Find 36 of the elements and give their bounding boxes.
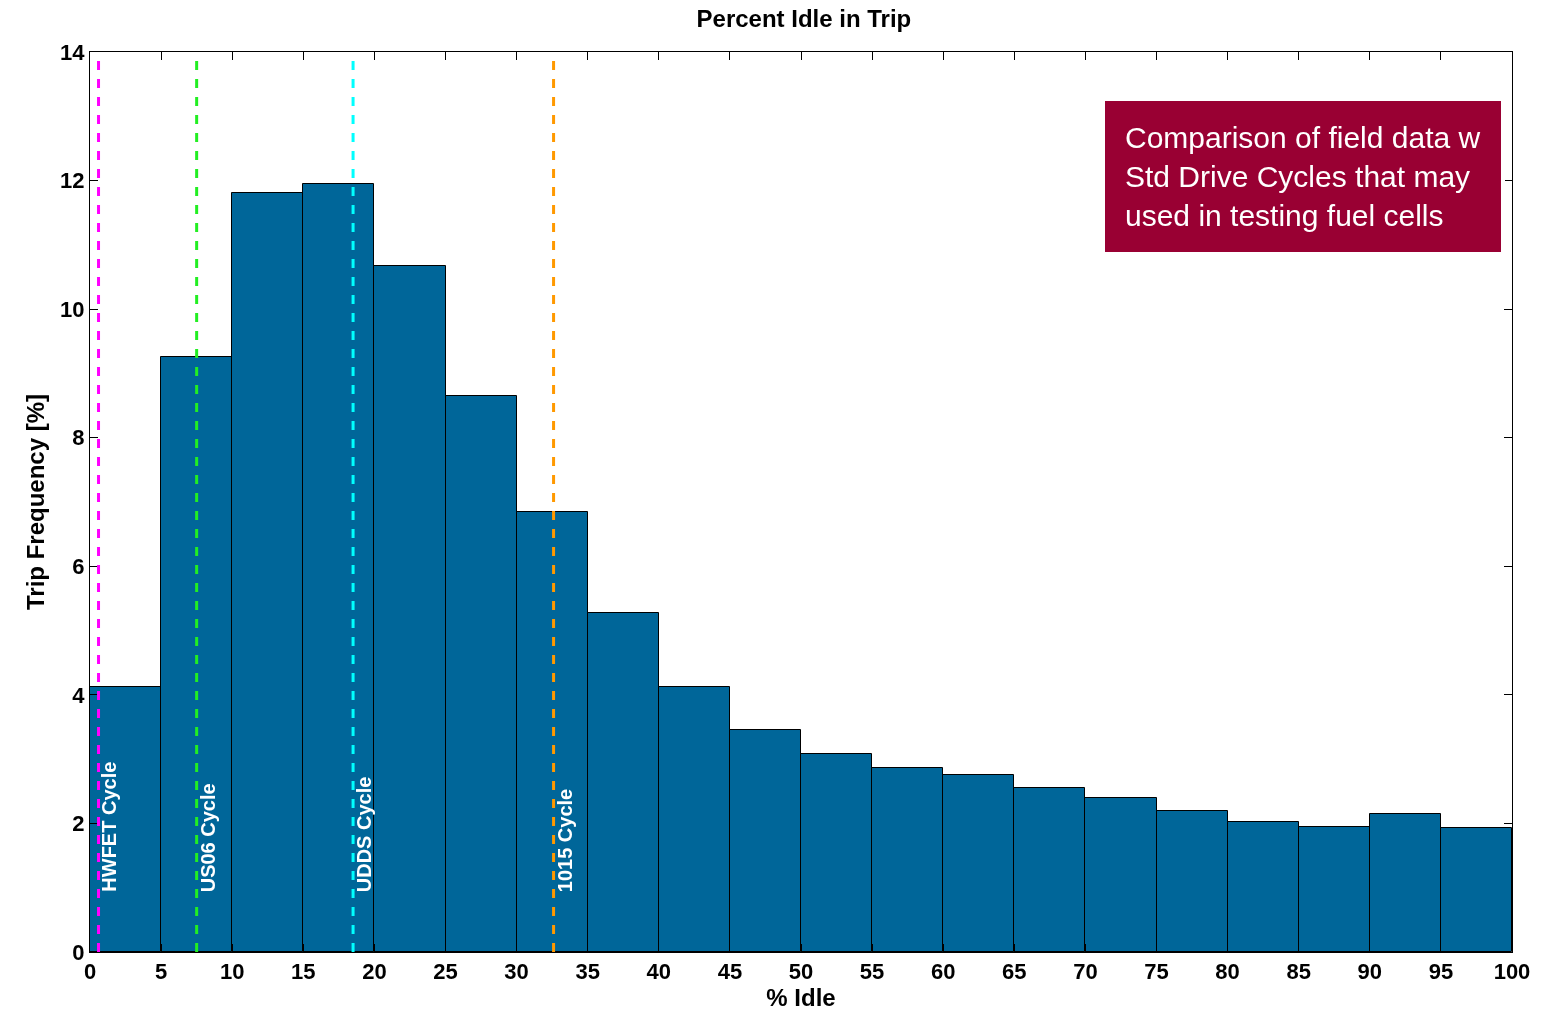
x-tick-label: 70 (1073, 959, 1098, 985)
y-tick-label: 6 (72, 553, 85, 579)
ref-line-label: US06 Cycle (197, 783, 220, 893)
x-tick-label: 35 (575, 959, 600, 985)
x-tick-label: 25 (433, 959, 458, 985)
x-tick-label: 5 (154, 959, 168, 985)
x-tick-label: 60 (930, 959, 956, 985)
x-tick-label: 20 (362, 959, 387, 985)
annotation: Comparison of field data w Std Drive Cycles that may used in testing fuel cells (1125, 121, 1481, 232)
y-tick-label: 8 (72, 425, 85, 451)
y-tick-label: 2 (72, 811, 85, 837)
y-axis-title: Trip Frequency [%] (22, 393, 50, 611)
ref-line-label: UDDS Cycle (352, 776, 375, 893)
y-tick-label: 4 (72, 682, 86, 708)
x-axis-title: % Idle (766, 984, 836, 1012)
x-tick-label: 10 (219, 959, 245, 985)
x-tick-label: 40 (646, 959, 672, 985)
x-tick-label: 100 (1493, 959, 1531, 985)
x-tick-label: 90 (1357, 959, 1383, 985)
x-tick-label: 95 (1428, 959, 1454, 985)
x-tick-label: 55 (859, 959, 885, 985)
chart-title: Percent Idle in Trip (696, 4, 912, 32)
y-tick-label: 0 (72, 939, 85, 965)
y-tick-label: 10 (60, 296, 85, 322)
x-tick-label: 15 (291, 959, 316, 985)
x-tick-label: 85 (1286, 959, 1311, 985)
x-tick-label: 50 (788, 959, 814, 985)
y-tick-label: 14 (60, 39, 86, 65)
ref-line-label: 1015 Cycle (553, 788, 576, 893)
ref-line-label: HWFET Cycle (98, 761, 121, 892)
x-tick-label: 30 (504, 959, 529, 985)
x-tick-label: 80 (1215, 959, 1240, 985)
y-tick-label: 12 (60, 168, 85, 194)
x-tick-label: 45 (717, 959, 743, 985)
x-tick-label: 75 (1144, 959, 1169, 985)
x-tick-label: 65 (1002, 959, 1027, 985)
